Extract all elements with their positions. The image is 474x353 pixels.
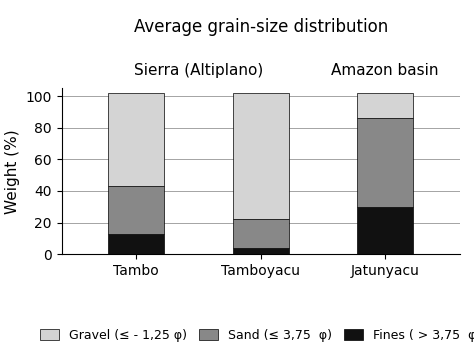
Legend: Gravel (≤ - 1,25 φ), Sand (≤ 3,75  φ), Fines ( > 3,75  φ): Gravel (≤ - 1,25 φ), Sand (≤ 3,75 φ), Fi… [35,324,474,347]
Text: Sierra (Altiplano): Sierra (Altiplano) [134,63,263,78]
Text: Amazon basin: Amazon basin [331,63,439,78]
Bar [233,220,289,248]
Bar [357,93,413,118]
Bar [233,93,289,220]
Y-axis label: Weight (%): Weight (%) [5,129,20,214]
Bar [233,248,289,254]
Bar [108,93,164,186]
Bar [357,118,413,207]
Bar [108,234,164,254]
Bar [357,207,413,254]
Bar [108,186,164,234]
Text: Average grain-size distribution: Average grain-size distribution [134,18,388,36]
